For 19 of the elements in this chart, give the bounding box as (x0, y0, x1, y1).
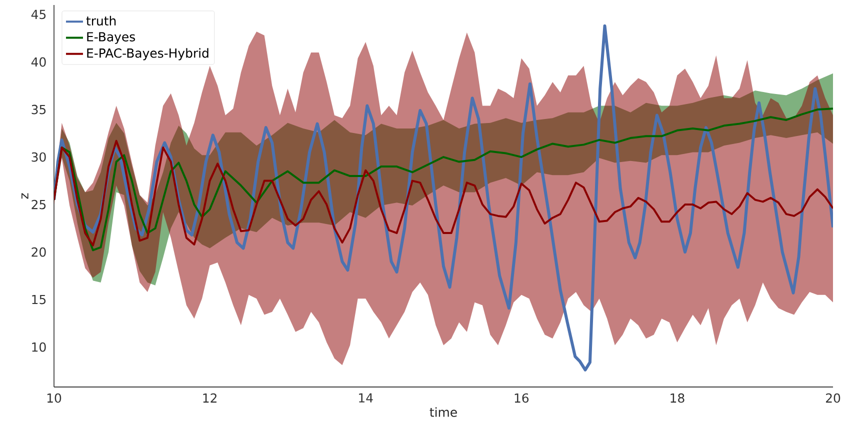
y-tick-label: 20 (32, 247, 46, 257)
y-axis-title: z (21, 193, 28, 199)
x-tick-label: 12 (203, 393, 216, 403)
x-tick-label: 16 (514, 393, 529, 403)
x-tick-label: 20 (826, 393, 840, 403)
y-tick-label: 30 (32, 152, 46, 162)
x-tick-label: 18 (670, 393, 684, 403)
y-tick-label: 45 (31, 10, 46, 20)
legend-label: E-PAC-Bayes-Hybrid (87, 48, 208, 60)
y-tick-label: 10 (32, 342, 46, 352)
y-tick-label: 35 (32, 104, 46, 114)
legend-label: E-Bayes (87, 32, 135, 44)
y-tick-label: 25 (32, 200, 46, 210)
x-axis-title: time (430, 407, 457, 417)
y-tick-label: 15 (32, 294, 46, 304)
x-tick-label: 10 (47, 393, 62, 403)
legend-label: truth (86, 16, 116, 26)
x-tick-label: 14 (359, 393, 373, 402)
y-tick-label: 40 (31, 57, 46, 67)
